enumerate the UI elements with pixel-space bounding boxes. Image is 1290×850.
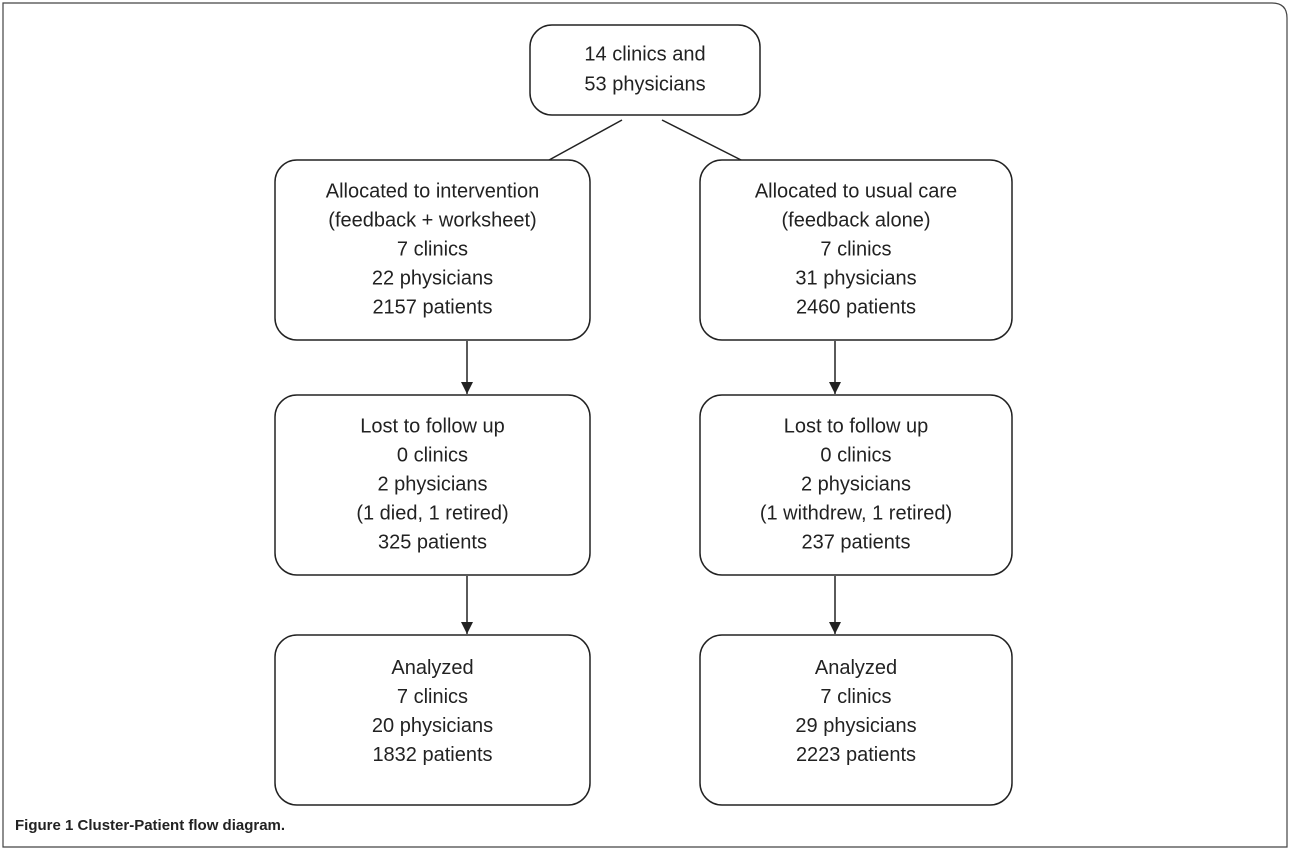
flow-node: Allocated to usual care (feedback alone) 7… [699,159,1013,341]
flow-node: 14 clinics and 53 physicians [529,24,761,116]
node-line: 2460 patients [796,296,916,318]
node-line: 0 clinics [820,444,891,466]
node-line: 2223 patients [796,744,916,766]
node-line: 31 physicians [795,267,916,289]
node-line: Allocated to intervention [326,180,539,202]
node-line: 2157 patients [372,296,492,318]
node-line: Analyzed [391,657,473,679]
node-box [274,394,591,576]
node-line: 325 patients [378,531,487,553]
node-line: 53 physicians [584,73,705,95]
flow-node: Analyzed 7 clinics 20 physicians 1832 patie… [274,634,591,806]
node-line: (feedback alone) [782,209,931,231]
node-line: (feedback + worksheet) [328,209,536,231]
node-line: 20 physicians [372,715,493,737]
node-line: 22 physicians [372,267,493,289]
node-line: 14 clinics and [584,43,705,65]
node-line: 2 physicians [377,473,487,495]
node-line: 2 physicians [801,473,911,495]
node-box [699,634,1013,806]
flow-node: Lost to follow up 0 clinics 2 physicians (1… [274,394,591,576]
connector [661,119,746,163]
node-line: 7 clinics [397,238,468,260]
caption: Figure 1 Cluster-Patient flow diagram. [15,817,285,834]
node-box [274,159,591,341]
node-line: 0 clinics [397,444,468,466]
node-line: 1832 patients [372,744,492,766]
node-line: Analyzed [815,657,897,679]
node-line: Lost to follow up [360,415,505,437]
node-line: 7 clinics [397,686,468,708]
node-line: 7 clinics [820,238,891,260]
node-line: Allocated to usual care [755,180,957,202]
node-box [274,634,591,806]
node-box [529,24,761,116]
node-line: (1 died, 1 retired) [356,502,508,524]
node-box [699,159,1013,341]
flow-node: Lost to follow up 0 clinics 2 physicians (1… [699,394,1013,576]
node-line: 237 patients [802,531,911,553]
node-line: 29 physicians [795,715,916,737]
node-line: (1 withdrew, 1 retired) [760,502,952,524]
flow-node: Analyzed 7 clinics 29 physicians 2223 patie… [699,634,1013,806]
connector [539,119,623,166]
node-line: Lost to follow up [784,415,929,437]
caption-text: Cluster-Patient flow diagram. [78,817,286,834]
node-line: 7 clinics [820,686,891,708]
node-box [699,394,1013,576]
nodes: 14 clinics and 53 physicians Allocated to … [274,24,1013,806]
caption-label: Figure 1 [15,817,73,834]
flow-node: Allocated to intervention (feedback + wor… [274,159,591,341]
